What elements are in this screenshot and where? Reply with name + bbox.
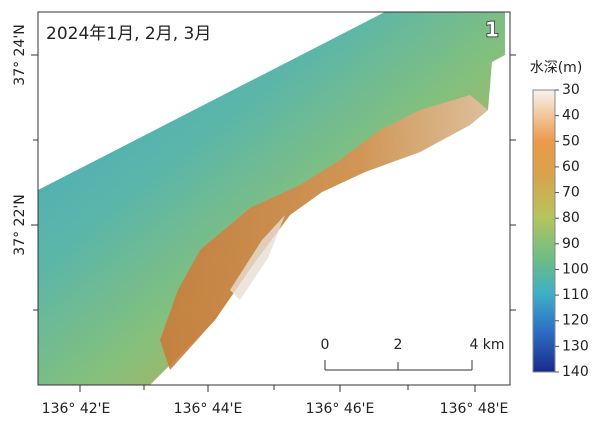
colorbar-tick-label: 90 [562,236,580,252]
colorbar-tick-label: 30 [562,82,580,98]
map-figure: 2024年1月, 2月, 3月 1 0 2 4 km 37° 24'N 37° … [0,0,595,421]
colorbar-tick-label: 50 [562,133,580,149]
colorbar-tick-label: 110 [562,287,589,303]
colorbar-tick-label: 40 [562,108,580,124]
lat-label: 37° 24'N [12,24,28,85]
scale-label: 2 [394,337,403,353]
lon-label: 136° 42'E [42,401,111,417]
colorbar-tick-label: 100 [562,261,589,277]
scale-label: 0 [321,337,330,353]
panel-number: 1 [485,18,499,42]
colorbar-ticks: 30 40 50 60 70 80 90 100 110 120 130 140 [555,82,589,380]
scale-bar: 0 2 4 km [321,337,505,370]
lon-label: 136° 44'E [174,401,243,417]
colorbar-tick-label: 140 [562,364,589,380]
colorbar-label: 水深(m) [530,60,583,76]
colorbar-tick-label: 80 [562,210,580,226]
lon-label: 136° 48'E [440,401,509,417]
lon-label: 136° 46'E [306,401,375,417]
title: 2024年1月, 2月, 3月 [46,24,211,44]
colorbar-tick-label: 130 [562,338,589,354]
colorbar [533,90,555,372]
colorbar-tick-label: 70 [562,185,580,201]
lat-label: 37° 22'N [12,194,28,255]
bathymetry [38,12,505,385]
colorbar-tick-label: 60 [562,159,580,175]
scale-label: 4 km [469,337,504,353]
colorbar-tick-label: 120 [562,313,589,329]
